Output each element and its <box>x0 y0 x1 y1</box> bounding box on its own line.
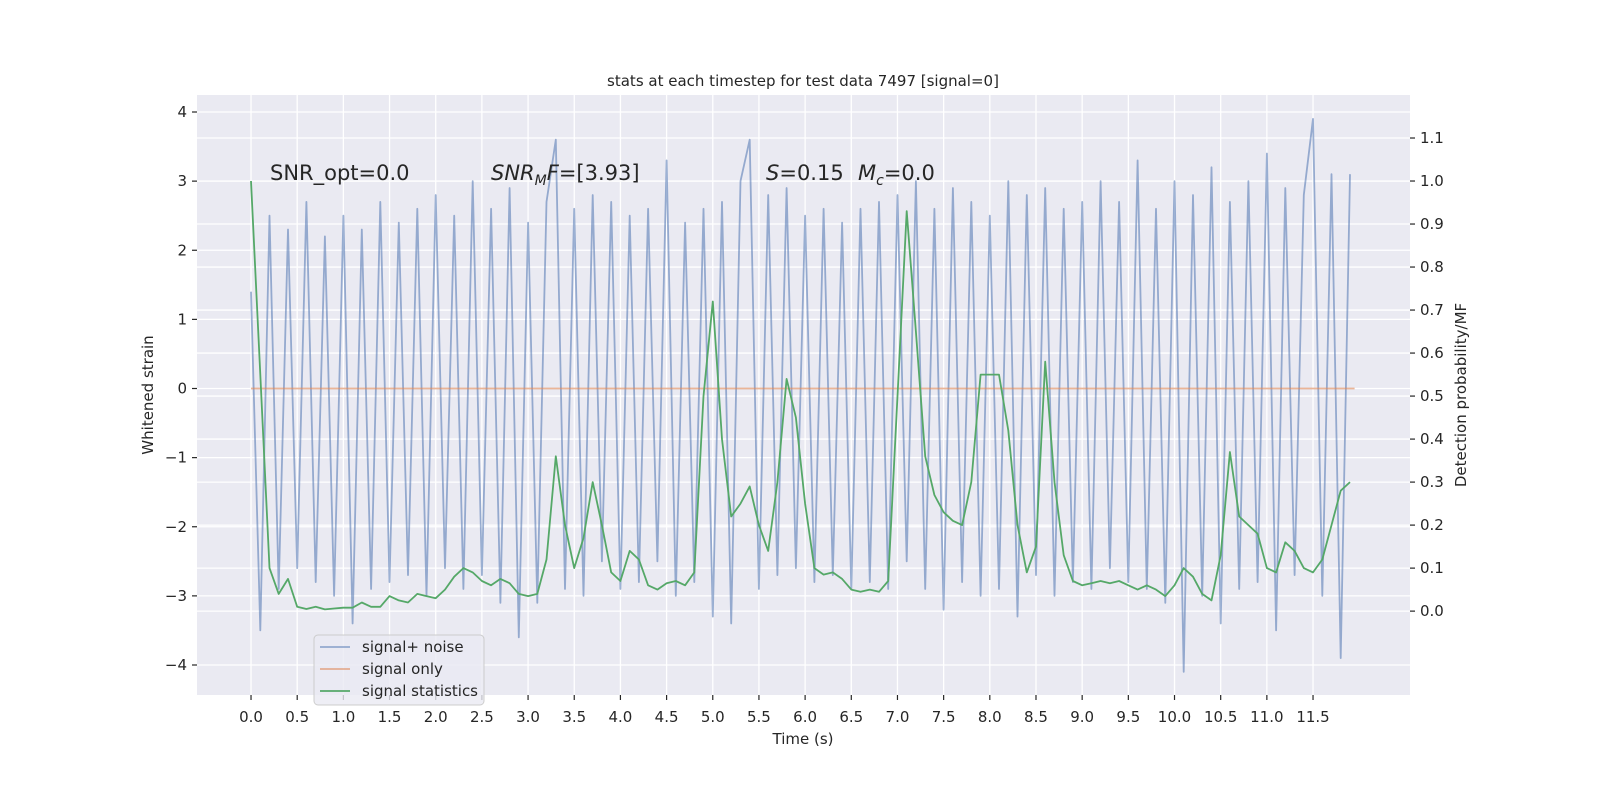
x-tick-label: 8.5 <box>1024 708 1048 726</box>
annotation-part: M <box>535 173 547 189</box>
y-tick-label: 1 <box>177 310 187 328</box>
y2-tick-label: 0.6 <box>1420 344 1444 362</box>
x-tick-label: 3.0 <box>516 708 540 726</box>
annotation: Mc=0.0 <box>858 161 935 189</box>
annotation-part: F <box>547 161 560 185</box>
annotation: SNRMF=[3.93] <box>491 161 640 189</box>
x-tick-label: 7.5 <box>932 708 956 726</box>
y2-tick-label: 1.1 <box>1420 129 1444 147</box>
x-tick-label: 10.0 <box>1158 708 1191 726</box>
series-line <box>250 118 1351 673</box>
y-tick-label: −1 <box>165 449 187 467</box>
legend-label: signal+ noise <box>362 638 464 656</box>
y-tick-label: 3 <box>177 172 187 190</box>
annotation-part: =0.0 <box>884 161 935 185</box>
y2-tick-label: 0.5 <box>1420 387 1444 405</box>
y2-tick-label: 0.8 <box>1420 258 1444 276</box>
y-tick-label: −4 <box>165 656 187 674</box>
annotation-part: SNR_opt=0.0 <box>270 161 410 186</box>
x-tick-label: 0.0 <box>239 708 263 726</box>
x-tick-label: 9.5 <box>1116 708 1140 726</box>
y-tick-label: 4 <box>177 103 187 121</box>
annotation-part: M <box>858 161 876 185</box>
x-tick-label: 9.0 <box>1070 708 1094 726</box>
x-tick-label: 11.0 <box>1250 708 1283 726</box>
x-tick-label: 1.5 <box>378 708 402 726</box>
x-tick-label: 0.5 <box>285 708 309 726</box>
grid <box>197 95 1410 695</box>
x-tick-label: 10.5 <box>1204 708 1237 726</box>
y2-tick-label: 0.3 <box>1420 473 1444 491</box>
y2-tick-label: 0.9 <box>1420 215 1444 233</box>
y-tick-label: −2 <box>165 518 187 536</box>
legend-label: signal only <box>362 660 443 678</box>
y2-tick-label: 0.4 <box>1420 430 1444 448</box>
x-tick-label: 5.0 <box>701 708 725 726</box>
annotation: SNR_opt=0.0 <box>270 161 410 186</box>
x-tick-label: 4.0 <box>608 708 632 726</box>
x-tick-label: 2.0 <box>424 708 448 726</box>
x-axis-label: Time (s) <box>772 730 834 748</box>
x-tick-label: 5.5 <box>747 708 771 726</box>
x-tick-label: 4.5 <box>655 708 679 726</box>
series-line <box>250 180 1351 611</box>
annotation-part: =[3.93] <box>559 161 640 185</box>
annotation-part: =0.15 <box>779 161 843 185</box>
x-tick-label: 7.0 <box>886 708 910 726</box>
x-tick-label: 1.0 <box>331 708 355 726</box>
y-tick-label: −3 <box>165 587 187 605</box>
y2-axis-label: Detection probability/MF <box>1452 303 1470 487</box>
legend-label: signal statistics <box>362 682 478 700</box>
x-tick-label: 2.5 <box>470 708 494 726</box>
y2-tick-label: 0.0 <box>1420 602 1444 620</box>
y-tick-label: 2 <box>177 241 187 259</box>
x-tick-label: 3.5 <box>562 708 586 726</box>
legend-box <box>313 634 485 706</box>
y2-tick-label: 0.1 <box>1420 559 1444 577</box>
annotation-part: S <box>766 161 779 185</box>
y-axis-label: Whitened strain <box>139 335 157 454</box>
annotation: S=0.15 <box>766 161 844 185</box>
y2-tick-label: 0.7 <box>1420 301 1444 319</box>
annotation-part: SNR <box>491 161 535 185</box>
annotation-part: c <box>876 173 884 189</box>
y-tick-label: 0 <box>177 380 187 398</box>
x-tick-label: 11.5 <box>1296 708 1329 726</box>
x-tick-label: 6.5 <box>839 708 863 726</box>
plot-area <box>197 95 1410 695</box>
chart-title: stats at each timestep for test data 749… <box>607 72 999 90</box>
y2-tick-label: 1.0 <box>1420 172 1444 190</box>
x-tick-label: 8.0 <box>978 708 1002 726</box>
y2-tick-label: 0.2 <box>1420 516 1444 534</box>
x-tick-label: 6.0 <box>793 708 817 726</box>
